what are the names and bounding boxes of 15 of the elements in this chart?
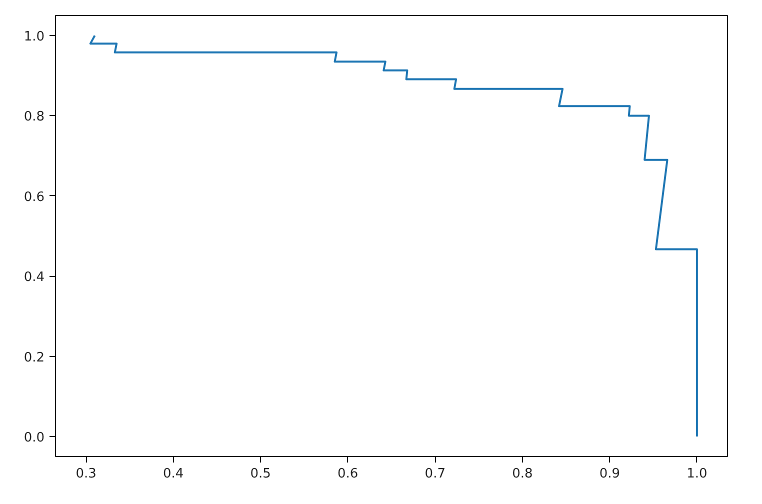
x-tick-label: 0.9 [599, 466, 620, 482]
y-tick-label: 0.0 [24, 430, 45, 446]
x-tick-label: 0.5 [250, 466, 271, 482]
x-tick-label: 0.4 [162, 466, 184, 482]
x-tick-label: 0.8 [512, 466, 533, 482]
y-tick-label: 1.0 [24, 30, 45, 45]
x-tick-label: 1.0 [686, 466, 708, 482]
y-tick-label: 0.4 [24, 270, 45, 286]
y-tick-label: 0.8 [24, 110, 45, 125]
x-tick-label: 0.7 [424, 466, 446, 482]
line-series [89, 34, 698, 438]
x-tick-label: 0.3 [76, 466, 96, 482]
x-tick-label: 0.6 [338, 466, 358, 482]
y-tick-label: 0.6 [24, 190, 45, 205]
y-tick-label: 0.2 [24, 350, 45, 366]
